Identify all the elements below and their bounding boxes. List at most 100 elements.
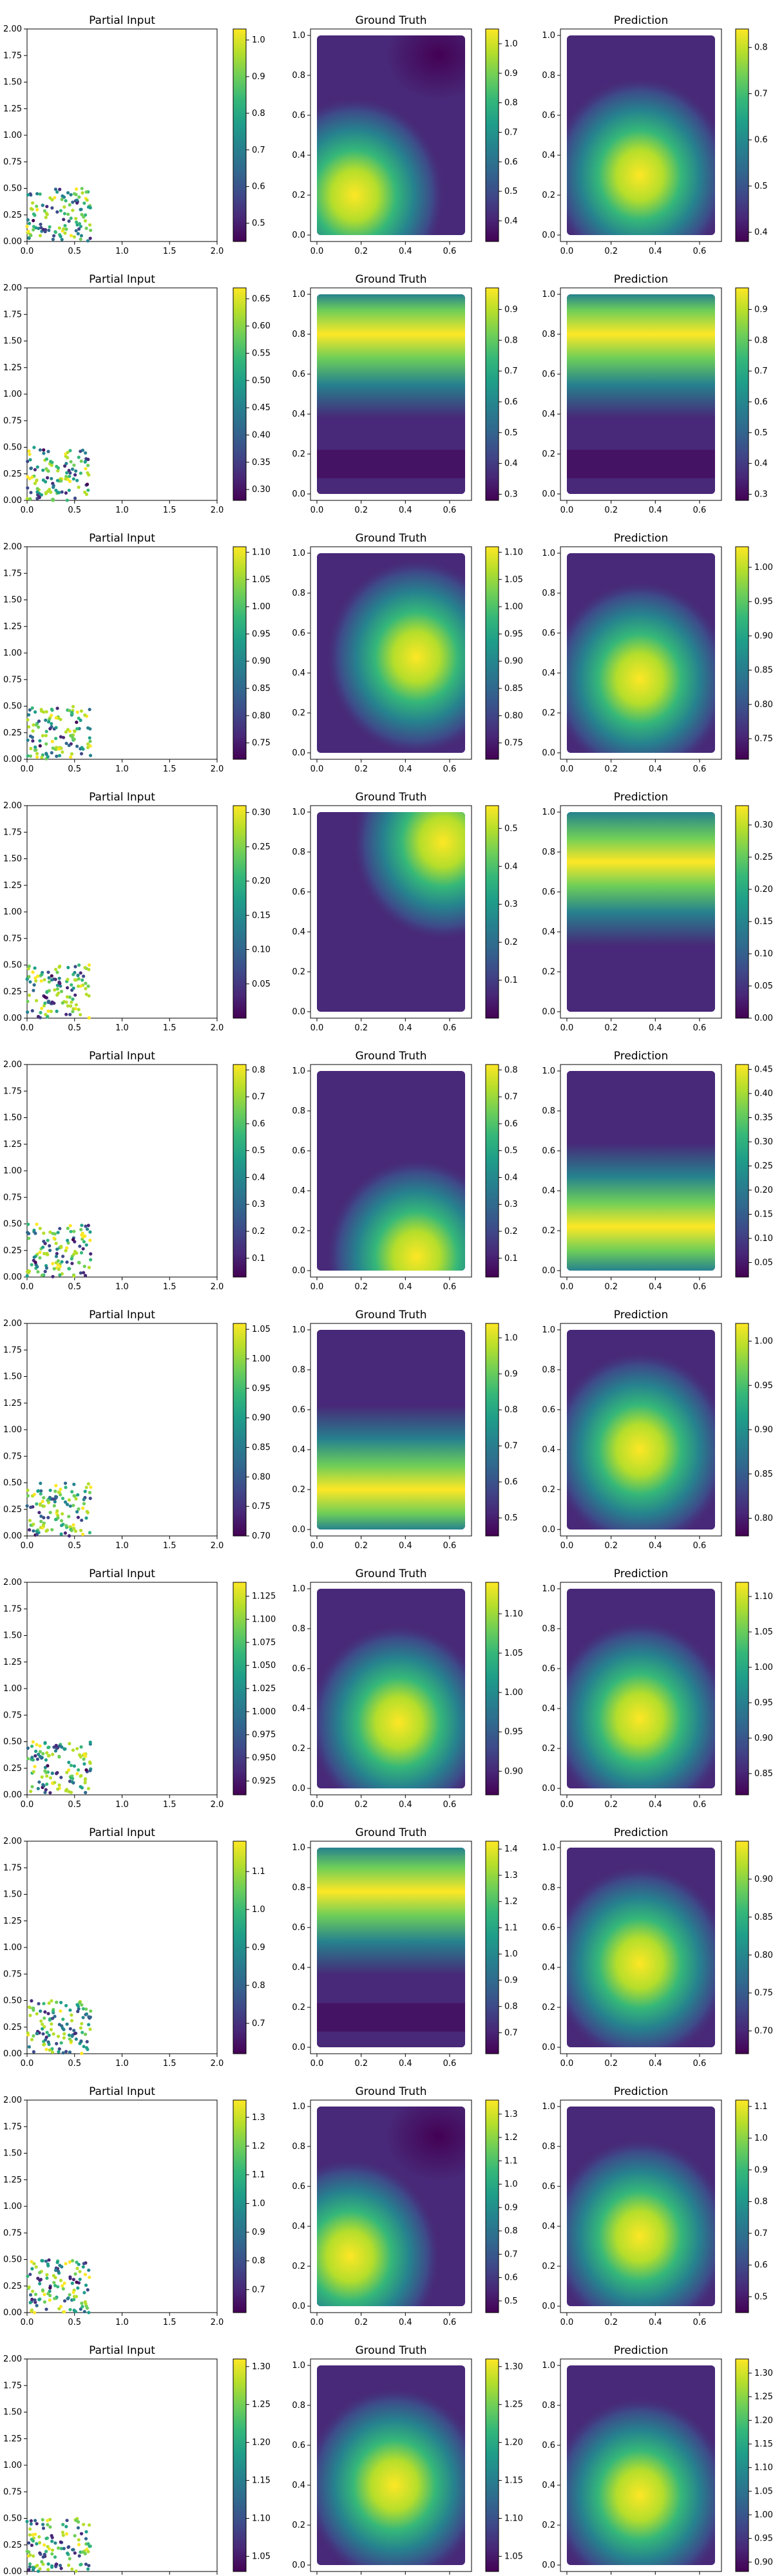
y-tick-label: 0.4 bbox=[292, 410, 305, 419]
scatter-point bbox=[32, 225, 36, 229]
colorbar-tick-label: 0.95 bbox=[754, 2534, 773, 2544]
scatter-point bbox=[62, 212, 66, 216]
scatter-point bbox=[88, 1497, 92, 1501]
x-tick-label: 0.6 bbox=[443, 1023, 457, 1033]
scatter-point bbox=[81, 2265, 85, 2269]
colorbar-tick-label: 1.05 bbox=[252, 2552, 271, 2561]
x-tick-label: 0.6 bbox=[443, 2059, 457, 2069]
scatter-point bbox=[68, 203, 72, 207]
scatter-point bbox=[52, 2274, 55, 2278]
scatter-point bbox=[70, 2567, 74, 2571]
y-tick-label: 0.6 bbox=[292, 1146, 305, 1156]
y-tick-label: 0.00 bbox=[3, 496, 22, 506]
ground-truth-panel: Ground Truth0.00.20.40.60.00.20.40.60.81… bbox=[292, 2344, 523, 2575]
scatter-point bbox=[41, 2027, 44, 2031]
scatter-point bbox=[83, 460, 87, 464]
colorbar-tick-label: 1.15 bbox=[252, 2476, 271, 2486]
y-tick-label: 1.50 bbox=[3, 1890, 22, 1900]
x-tick-label: 1.0 bbox=[115, 247, 129, 256]
scatter-point bbox=[68, 2307, 72, 2311]
colorbar-tick-label: 1.000 bbox=[252, 1707, 276, 1717]
scatter-point bbox=[52, 2280, 56, 2284]
y-tick-label: 0.8 bbox=[542, 2142, 555, 2152]
scatter-point bbox=[56, 469, 60, 473]
colorbar bbox=[233, 1841, 247, 2054]
scatter-point bbox=[44, 1788, 48, 1792]
scatter-point bbox=[77, 227, 81, 231]
colorbar-tick-label: 0.9 bbox=[504, 2203, 518, 2213]
panel-title: Partial Input bbox=[89, 1050, 155, 1063]
y-tick-label: 0.2 bbox=[542, 2521, 555, 2530]
scatter-point bbox=[62, 218, 66, 222]
scatter-point bbox=[88, 1230, 92, 1234]
scatter-point bbox=[26, 1010, 30, 1014]
scatter-point bbox=[40, 2560, 44, 2564]
scatter-point bbox=[53, 2541, 57, 2545]
scatter-point bbox=[72, 2290, 75, 2295]
scatter-point bbox=[66, 2552, 70, 2555]
colorbar-tick-label: 0.45 bbox=[754, 1065, 773, 1075]
y-tick-label: 1.75 bbox=[3, 2122, 22, 2132]
colorbar-tick-label: 0.8 bbox=[504, 336, 518, 345]
scatter-point bbox=[61, 750, 64, 754]
scatter-point bbox=[25, 1504, 29, 1508]
scatter-point bbox=[65, 1246, 69, 1250]
plot-frame bbox=[26, 1323, 218, 1537]
x-tick-label: 1.5 bbox=[163, 2059, 177, 2069]
scatter-point bbox=[45, 1774, 49, 1778]
colorbar-tick-label: 0.95 bbox=[252, 629, 271, 639]
colorbar-tick-label: 1.00 bbox=[252, 1354, 271, 1364]
scatter-point bbox=[59, 1776, 63, 1779]
heatmap-field bbox=[567, 553, 715, 753]
scatter-point bbox=[49, 490, 53, 494]
plot-frame bbox=[26, 287, 218, 501]
colorbar-tick-label: 0.90 bbox=[754, 1734, 773, 1743]
scatter-point bbox=[28, 708, 32, 712]
x-tick-label: 2.0 bbox=[211, 2059, 224, 2069]
scatter-point bbox=[88, 736, 91, 740]
colorbar-tick-label: 0.10 bbox=[754, 1234, 773, 1244]
x-tick-label: 0.0 bbox=[560, 1800, 574, 1810]
scatter-point bbox=[44, 2047, 48, 2051]
scatter-point bbox=[89, 1252, 93, 1256]
y-tick-label: 1.00 bbox=[3, 390, 22, 399]
scatter-point bbox=[63, 223, 67, 227]
scatter-point bbox=[35, 2542, 39, 2546]
scatter-point bbox=[82, 1271, 86, 1274]
y-tick-label: 0.6 bbox=[292, 887, 305, 897]
scatter-point bbox=[69, 1004, 73, 1008]
y-tick-label: 0.6 bbox=[292, 1405, 305, 1415]
scatter-point bbox=[71, 209, 75, 213]
scatter-point bbox=[84, 226, 88, 231]
scatter-point bbox=[64, 491, 68, 495]
y-tick-label: 1.00 bbox=[3, 1684, 22, 1694]
y-tick-label: 0.2 bbox=[542, 1226, 555, 1236]
colorbar-tick-label: 1.4 bbox=[504, 1844, 518, 1854]
scatter-point bbox=[61, 735, 66, 739]
scatter-point bbox=[65, 2022, 69, 2026]
scatter-point bbox=[74, 216, 78, 220]
colorbar-tick-label: 0.4 bbox=[504, 216, 518, 226]
y-tick-label: 0.6 bbox=[542, 2441, 555, 2450]
scatter-point bbox=[61, 2530, 64, 2534]
scatter-point bbox=[38, 2278, 42, 2282]
scatter-point bbox=[54, 746, 59, 750]
scatter-point bbox=[25, 497, 30, 500]
scatter-point bbox=[82, 1757, 86, 1761]
scatter-point bbox=[72, 2278, 75, 2282]
y-tick-label: 0.0 bbox=[292, 1007, 305, 1017]
scatter-point bbox=[57, 747, 61, 751]
scatter-point bbox=[42, 451, 46, 455]
y-tick-label: 0.8 bbox=[542, 71, 555, 80]
scatter-point bbox=[71, 997, 75, 1001]
scatter-point bbox=[75, 2295, 79, 2298]
scatter-point bbox=[51, 746, 55, 750]
scatter-point bbox=[77, 984, 81, 988]
scatter-point bbox=[70, 1529, 73, 1533]
scatter-points bbox=[26, 1740, 93, 1795]
colorbar-tick-label: 0.85 bbox=[252, 684, 271, 694]
scatter-point bbox=[26, 1757, 30, 1761]
scatter-point bbox=[39, 225, 43, 230]
y-tick-label: 0.25 bbox=[3, 2023, 22, 2032]
